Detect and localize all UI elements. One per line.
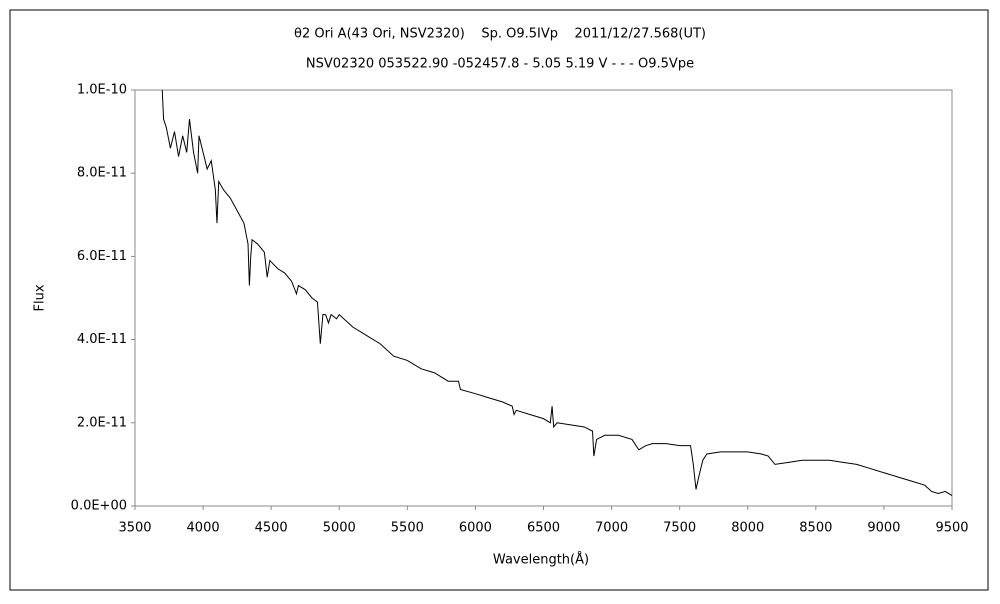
x-tick-label: 4000 [187,521,220,536]
x-tick-label: 9000 [867,521,900,536]
y-tick-label: 4.0E-11 [77,332,127,347]
y-tick-label: 6.0E-11 [77,249,127,264]
x-tick-label: 8500 [799,521,832,536]
chart-title: θ2 Ori A(43 Ori, NSV2320) Sp. O9.5IVp 20… [294,27,706,42]
x-tick-label: 7500 [663,521,696,536]
x-tick-label: 8000 [731,521,764,536]
x-tick-label: 6000 [459,521,492,536]
x-tick-label: 5000 [323,521,356,536]
spectrum-line [161,89,953,497]
x-tick-label: 4500 [255,521,288,536]
y-tick-label: 8.0E-11 [77,166,127,181]
x-tick-label: 6500 [527,521,560,536]
x-tick-label: 9500 [935,521,968,536]
y-tick-label: 2.0E-11 [77,415,127,430]
chart-subtitle: NSV02320 053522.90 -052457.8 - 5.05 5.19… [306,57,694,72]
x-axis-label: Wavelength(Å) [493,552,589,568]
y-tick-label: 1.0E-10 [77,83,127,98]
plot-area [134,89,953,507]
y-tick-label: 0.0E+00 [71,499,127,514]
x-tick-label: 3500 [118,521,151,536]
x-tick-label: 7000 [595,521,628,536]
x-tick-label: 5500 [391,521,424,536]
y-axis-label: Flux [33,284,48,311]
